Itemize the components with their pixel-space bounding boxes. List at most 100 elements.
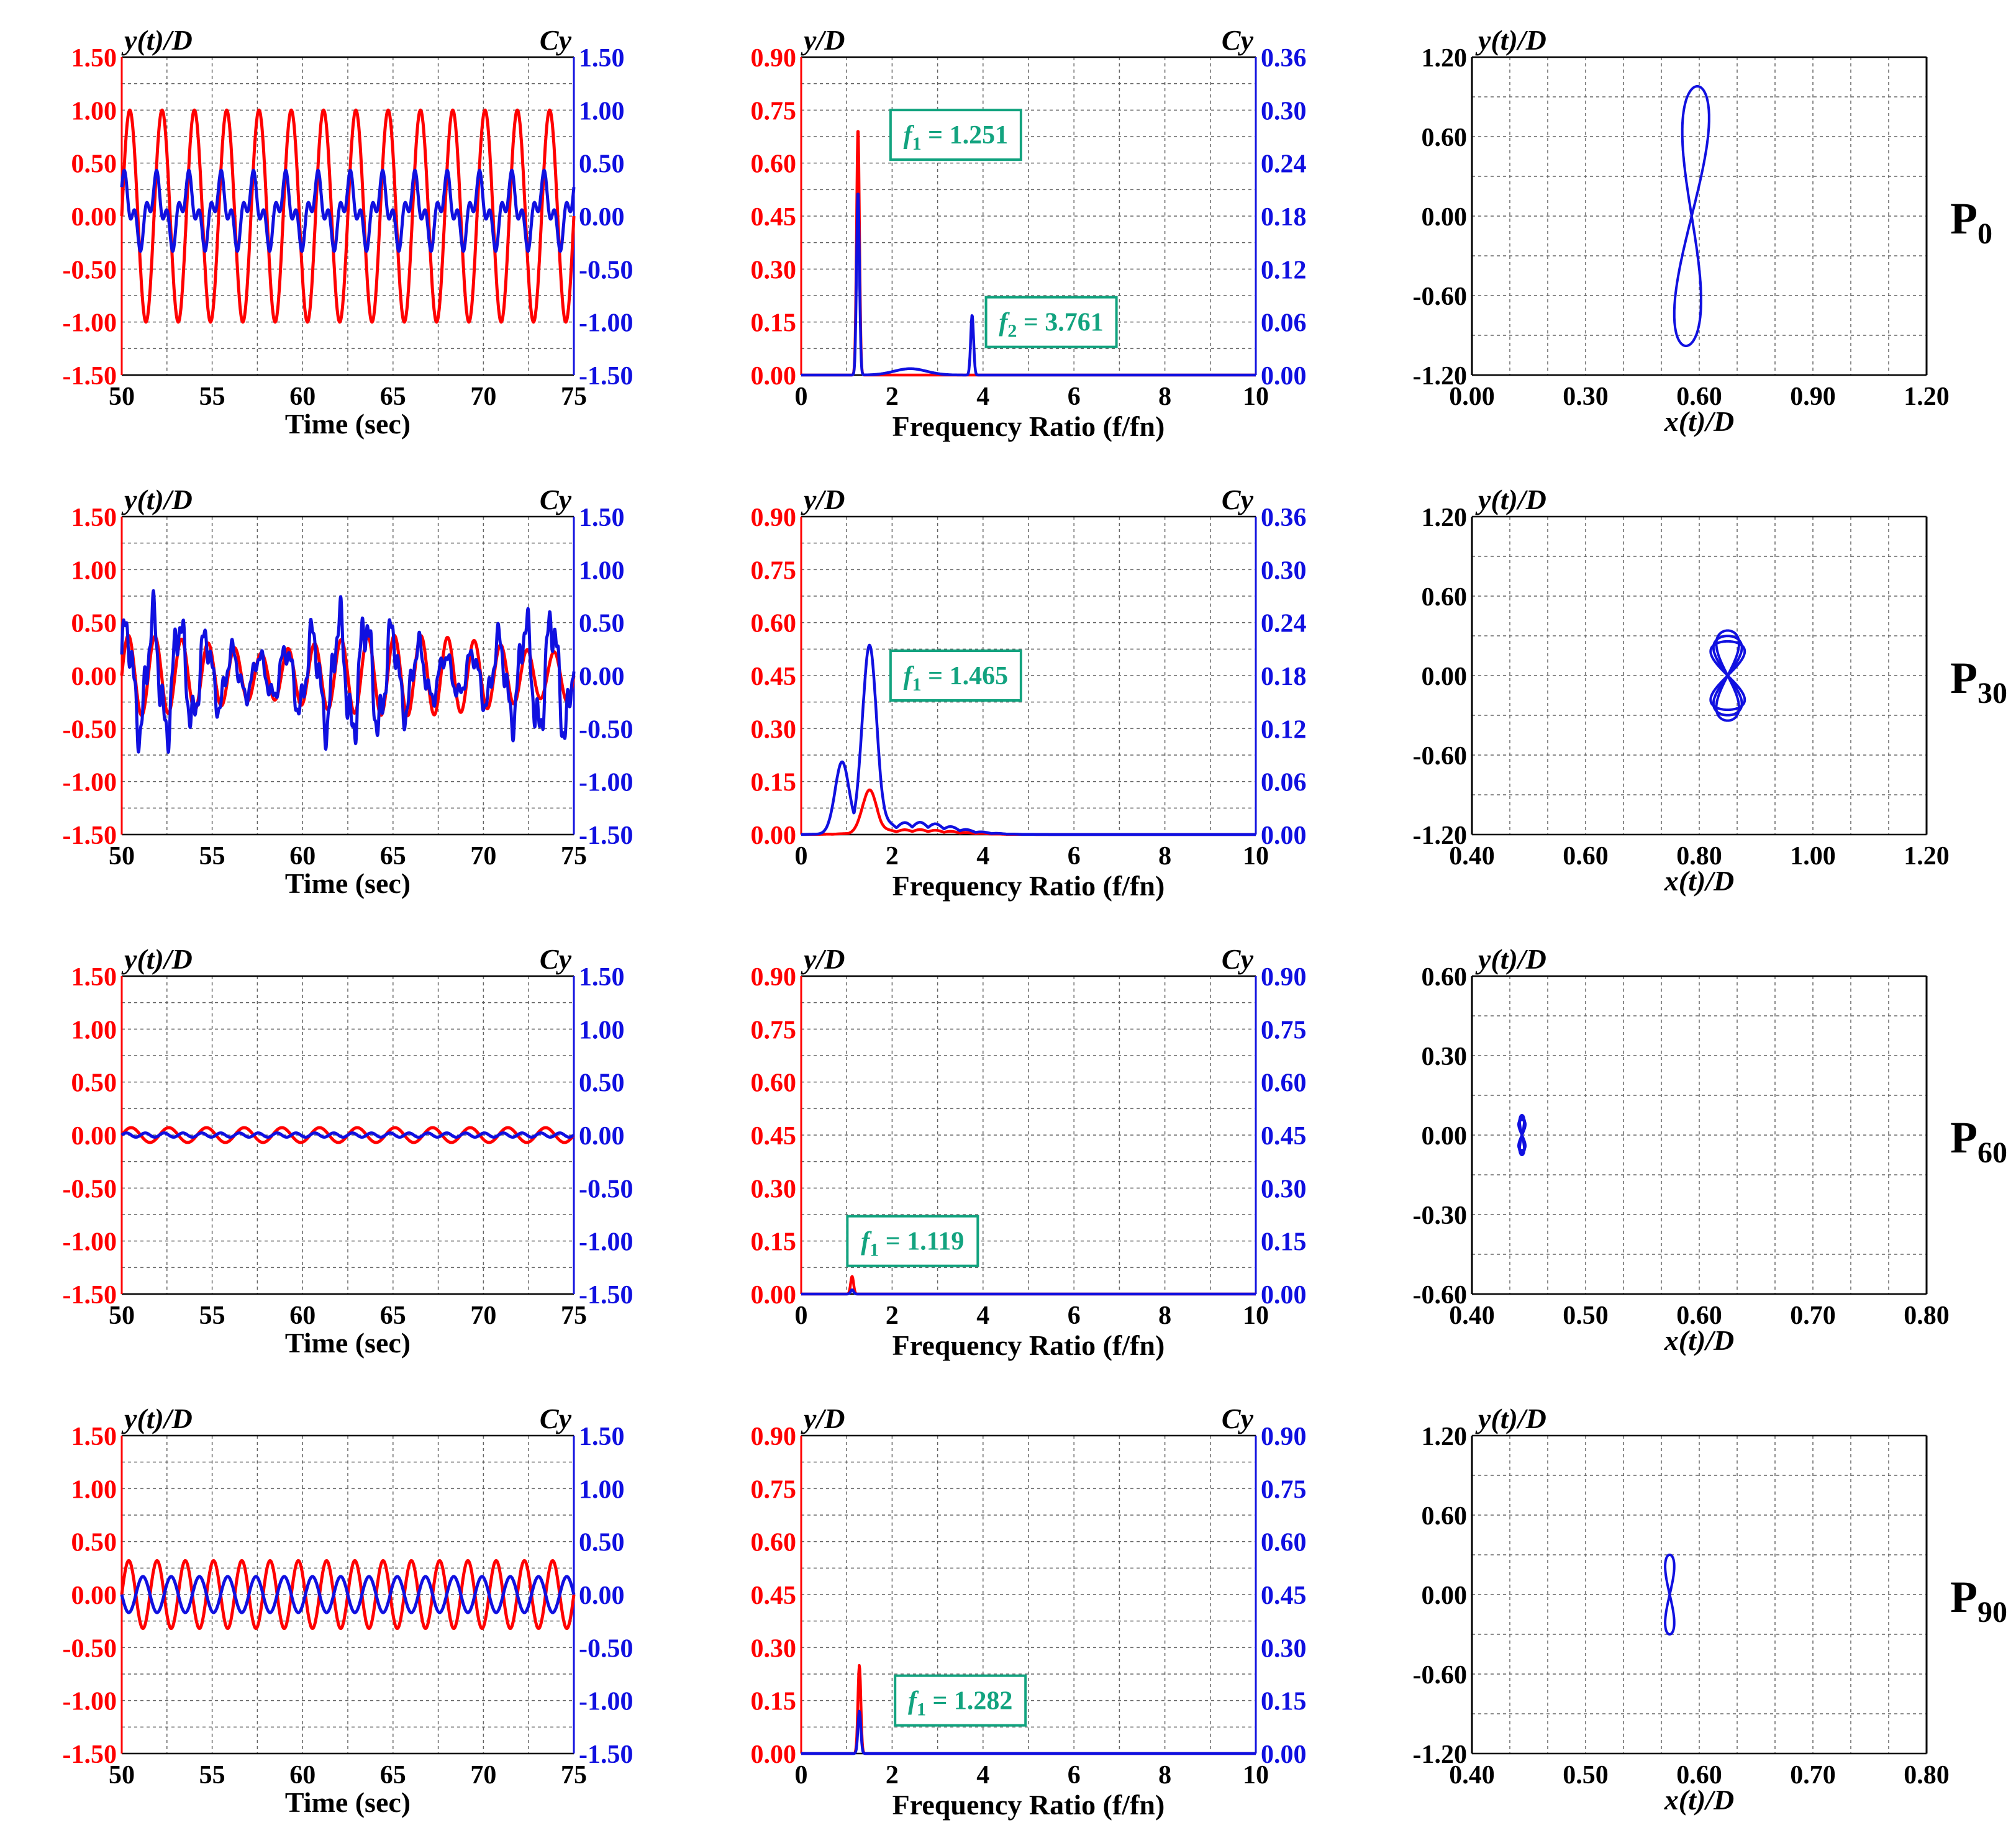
ts-x-tick: 55 [199, 1761, 225, 1790]
ob-y-tick: 0.00 [1422, 663, 1468, 691]
ob-ylabel: y(t)/D [1475, 24, 1546, 56]
ts-left-label: y(t)/D [121, 1403, 193, 1434]
sp-right-tick: 0.60 [1261, 1069, 1307, 1098]
ts-left-tick: -1.00 [63, 769, 117, 797]
ob-x-tick: 0.40 [1449, 842, 1495, 871]
sp-right-tick: 0.36 [1261, 44, 1307, 73]
ts-x-tick: 75 [561, 842, 587, 871]
sp-right-tick: 0.06 [1261, 769, 1307, 797]
sp-right-tick: 0.15 [1261, 1228, 1307, 1257]
ts-xlabel: Time (sec) [285, 867, 411, 899]
ob-x-tick: 0.80 [1904, 1301, 1950, 1330]
ts-right-tick: -1.00 [579, 769, 633, 797]
sp-x-tick: 6 [1068, 382, 1081, 411]
row-label-0: P0 [1950, 194, 1992, 250]
ts-right-tick: 0.50 [579, 150, 625, 179]
ob-y-tick: 0.00 [1422, 203, 1468, 232]
sp-right-tick: 0.18 [1261, 663, 1307, 691]
sp-left-tick: 0.90 [751, 963, 797, 992]
sp-left-tick: 0.15 [751, 1688, 797, 1716]
ts-left-tick: -1.50 [63, 1281, 117, 1310]
ts-left-tick: 0.00 [71, 1582, 117, 1610]
ts-x-tick: 60 [289, 1301, 316, 1330]
sp-x-tick: 4 [976, 1301, 989, 1330]
sp-left-tick: 0.45 [751, 1122, 797, 1151]
ob-y-tick: 0.00 [1422, 1582, 1468, 1610]
ts-right-tick: 1.00 [579, 1016, 625, 1044]
sp3-annotation-box-0 [894, 1674, 1027, 1727]
ts-x-tick: 60 [289, 1761, 316, 1790]
ts-x-tick: 55 [199, 1301, 225, 1330]
time-series-panel-3: 1.50 1.00 0.50 0.00 -0.50 -1.00 -1.50 1.50 1.00 0… [63, 1403, 633, 1818]
orbit-panel-2: 0.60 0.30 0.00 -0.30 -0.600.40 0.50 0.60 0.70 0.… [1413, 943, 2007, 1356]
sp-right-tick: 0.00 [1261, 1740, 1307, 1769]
sp-left-label: y/D [801, 24, 845, 56]
ob-x-tick: 1.20 [1904, 842, 1950, 871]
sp-left-tick: 0.15 [751, 1228, 797, 1257]
ob-y-tick: 0.00 [1422, 1122, 1468, 1151]
sp-right-tick: 0.90 [1261, 963, 1307, 992]
ts-right-tick: -1.50 [579, 1740, 633, 1769]
sp-right-label: Cy [1222, 484, 1254, 515]
ob-x-tick: 0.50 [1563, 1761, 1609, 1790]
sp-right-tick: 0.30 [1261, 1175, 1307, 1203]
sp-right-tick: 0.60 [1261, 1529, 1307, 1557]
ob-x-tick: 0.40 [1449, 1761, 1495, 1790]
ob-y-tick: -1.20 [1413, 821, 1468, 850]
sp-left-tick: 0.45 [751, 203, 797, 232]
ts-right-tick: -0.50 [579, 256, 633, 284]
sp-right-tick: 0.24 [1261, 150, 1307, 179]
ts-left-tick: 0.00 [71, 1122, 117, 1151]
ob-y-tick: -1.20 [1413, 362, 1468, 391]
ob2-orbit-2 [1517, 1118, 1527, 1152]
ts3-series-1 [120, 1575, 576, 1614]
ts-right-tick: 1.50 [579, 963, 625, 992]
sp-right-tick: 0.75 [1261, 1475, 1307, 1504]
ob-x-tick: 0.80 [1904, 1761, 1950, 1790]
sp-right-tick: 0.18 [1261, 203, 1307, 232]
ob-x-tick: 0.60 [1676, 1761, 1722, 1790]
sp-x-tick: 4 [976, 382, 989, 411]
ob-xlabel: x(t)/D [1664, 865, 1734, 897]
ts-right-tick: -1.50 [579, 821, 633, 850]
ts-right-tick: -1.00 [579, 1228, 633, 1257]
ts-right-tick: -1.00 [579, 1688, 633, 1716]
ob-y-tick: -0.60 [1413, 1281, 1468, 1310]
sp-x-tick: 4 [976, 1761, 989, 1790]
sp-left-tick: 0.90 [751, 44, 797, 73]
sp-x-tick: 0 [795, 842, 808, 871]
ts-right-label: Cy [540, 1403, 572, 1434]
ts-right-label: Cy [540, 943, 572, 975]
ts-right-tick: 0.50 [579, 610, 625, 638]
sp-x-tick: 8 [1158, 1301, 1171, 1330]
sp-x-tick: 10 [1243, 1301, 1269, 1330]
ts-left-tick: 0.00 [71, 663, 117, 691]
ts-left-tick: -0.50 [63, 1634, 117, 1663]
ob-x-tick: 0.00 [1449, 382, 1495, 411]
sp2-line-1 [800, 1288, 1257, 1296]
ts-x-tick: 70 [470, 1301, 496, 1330]
ts-right-tick: -1.00 [579, 309, 633, 338]
ts-right-tick: -1.50 [579, 362, 633, 391]
sp-x-tick: 4 [976, 842, 989, 871]
row-label-1: P30 [1950, 653, 2007, 710]
sp-left-tick: 0.00 [751, 362, 797, 391]
sp-right-tick: 0.30 [1261, 556, 1307, 585]
ob-ylabel: y(t)/D [1475, 943, 1546, 975]
spectrum-panel-0: f1 = 1.251 f2 = 3.761 0.90 0.75 0.60 0.45 0.30… [751, 24, 1307, 442]
ts-left-tick: -1.50 [63, 362, 117, 391]
ts-x-tick: 50 [109, 1761, 135, 1790]
ts-left-tick: 0.50 [71, 150, 117, 179]
sp-x-tick: 6 [1068, 1761, 1081, 1790]
sp1-line-1 [800, 643, 1257, 836]
ts-x-tick: 55 [199, 842, 225, 871]
sp-left-tick: 0.00 [751, 821, 797, 850]
sp-left-tick: 0.15 [751, 769, 797, 797]
sp-x-tick: 10 [1243, 382, 1269, 411]
sp-left-tick: 0.00 [751, 1740, 797, 1769]
ob-x-tick: 0.60 [1563, 842, 1609, 871]
ob-y-tick: 1.20 [1422, 1423, 1468, 1451]
sp-right-tick: 0.24 [1261, 610, 1307, 638]
ob-y-tick: 1.20 [1422, 44, 1468, 73]
